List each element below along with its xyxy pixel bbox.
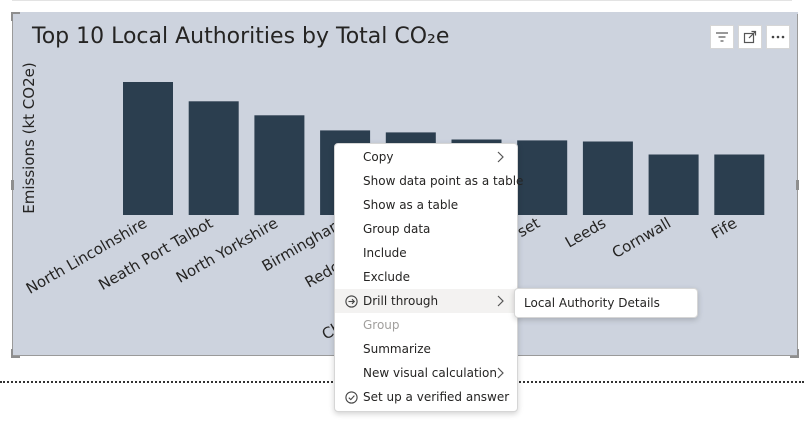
drill-through-submenu: Local Authority Details xyxy=(514,288,698,318)
menu-item-show-as-table[interactable]: Show as a table xyxy=(335,193,517,217)
y-axis-label: Emissions (kt CO2e) xyxy=(20,62,38,213)
focus-mode-icon xyxy=(743,30,757,44)
chevron-right-icon xyxy=(497,367,504,379)
bar-north-lincolnshire[interactable] xyxy=(123,82,173,215)
menu-item-summarize[interactable]: Summarize xyxy=(335,337,517,361)
submenu-item-local-authority-details[interactable]: Local Authority Details xyxy=(524,296,660,310)
verified-check-icon xyxy=(345,391,358,404)
filter-icon xyxy=(716,32,728,42)
bar-leeds[interactable] xyxy=(582,141,633,216)
menu-item-label: Summarize xyxy=(363,342,431,356)
chevron-right-icon xyxy=(497,295,504,307)
drill-through-icon xyxy=(345,295,358,308)
x-tick-label: Cornwall xyxy=(609,214,674,262)
menu-item-group-data[interactable]: Group data xyxy=(335,217,517,241)
resize-handle-bottom-right[interactable] xyxy=(790,349,799,358)
visual-title: Top 10 Local Authorities by Total CO₂e xyxy=(32,24,450,49)
menu-item-include[interactable]: Include xyxy=(335,241,517,265)
x-tick-label: Fife xyxy=(708,214,740,243)
menu-item-label: Copy xyxy=(363,150,394,164)
bar-somerset[interactable] xyxy=(517,140,568,215)
menu-item-label: Include xyxy=(363,246,407,260)
menu-item-label: Show data point as a table xyxy=(363,174,524,188)
context-menu: Copy Show data point as a table Show as … xyxy=(334,143,523,412)
resize-handle-right[interactable] xyxy=(796,180,799,190)
menu-item-set-up-verified-answer[interactable]: Set up a verified answer xyxy=(335,385,517,409)
menu-item-new-visual-calculation[interactable]: New visual calculation xyxy=(335,361,517,385)
menu-item-copy[interactable]: Copy xyxy=(335,145,517,169)
bar-neath-port-talbot[interactable] xyxy=(188,101,239,215)
more-options-icon xyxy=(771,35,785,39)
chevron-right-icon xyxy=(497,151,504,163)
x-tick-label: Leeds xyxy=(562,214,609,252)
canvas-top-edge xyxy=(12,0,792,1)
x-tick-label: North Lincolnshire xyxy=(23,214,150,298)
menu-item-label: Drill through xyxy=(363,294,439,308)
resize-handle-top-left[interactable] xyxy=(11,12,20,21)
menu-item-label: New visual calculation xyxy=(363,366,497,380)
menu-item-label: Set up a verified answer xyxy=(363,390,510,404)
x-tick-label: Neath Port Talbot xyxy=(95,214,216,294)
menu-item-exclude[interactable]: Exclude xyxy=(335,265,517,289)
menu-item-label: Exclude xyxy=(363,270,411,284)
bar-cornwall[interactable] xyxy=(648,154,699,216)
menu-item-group: Group xyxy=(335,313,517,337)
menu-item-label: Group xyxy=(363,318,400,332)
more-options-button[interactable] xyxy=(766,25,790,49)
menu-item-label: Group data xyxy=(363,222,431,236)
menu-item-drill-through[interactable]: Drill through xyxy=(335,289,517,313)
menu-item-show-data-point-as-table[interactable]: Show data point as a table xyxy=(335,169,523,193)
bar-north-yorkshire[interactable] xyxy=(254,115,305,216)
focus-mode-button[interactable] xyxy=(738,25,762,49)
bar-fife[interactable] xyxy=(714,154,765,216)
menu-item-label: Show as a table xyxy=(363,198,459,212)
resize-handle-bottom-left[interactable] xyxy=(11,349,20,358)
resize-handle-left[interactable] xyxy=(11,180,14,190)
visual-header-toolbar xyxy=(710,25,790,49)
filter-button[interactable] xyxy=(710,25,734,49)
